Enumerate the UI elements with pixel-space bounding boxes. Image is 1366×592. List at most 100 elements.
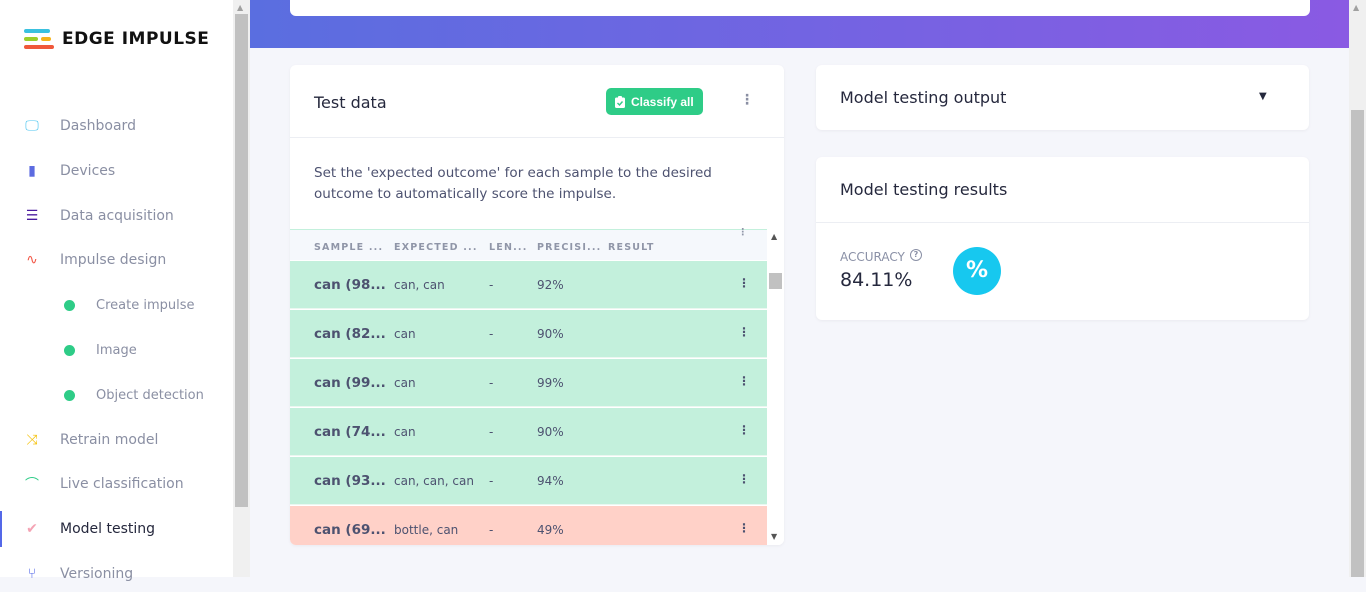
- test-data-card: Test data Classify all ⋮ Set the 'expect…: [290, 65, 784, 545]
- table-row[interactable]: can (99... can - 99% ⋮: [290, 359, 767, 407]
- cell-expected: can, can: [394, 278, 445, 292]
- dot-icon: [61, 387, 77, 403]
- column-expected[interactable]: EXPECTED ...: [394, 242, 478, 253]
- table-row[interactable]: can (69... bottle, can - 49% ⋮: [290, 506, 767, 545]
- table-scrollbar[interactable]: ▲ ▼: [767, 229, 784, 545]
- sidebar-item-image[interactable]: Image: [0, 332, 233, 368]
- accuracy-label: ACCURACY: [840, 250, 905, 264]
- sidebar-item-dashboard[interactable]: 🖵 Dashboard: [0, 108, 233, 144]
- clipboard-check-icon: [615, 95, 625, 108]
- sidebar-item-label: Model testing: [60, 521, 156, 537]
- cell-sample: can (98...: [314, 277, 386, 293]
- cell-sample: can (69...: [314, 522, 386, 538]
- card-menu-icon[interactable]: ⋮: [740, 92, 754, 108]
- logo[interactable]: EDGE IMPULSE: [24, 28, 209, 50]
- row-menu-icon[interactable]: ⋮: [738, 374, 750, 388]
- model-testing-output-title: Model testing output: [840, 88, 1007, 107]
- accuracy-value: 84.11%: [840, 269, 913, 291]
- brand-name: EDGE IMPULSE: [62, 29, 210, 49]
- sidebar-item-label: Live classification: [60, 476, 184, 492]
- row-menu-icon[interactable]: ⋮: [738, 521, 750, 535]
- cell-precision: 92%: [537, 278, 564, 292]
- shuffle-icon: ⤨: [26, 432, 38, 448]
- dot-icon: [61, 297, 77, 313]
- sidebar-item-versioning[interactable]: ⑂ Versioning: [0, 556, 233, 592]
- cell-length: -: [489, 376, 494, 390]
- sidebar-item-label: Retrain model: [60, 432, 159, 448]
- dot-icon: [61, 342, 77, 358]
- branch-icon: ⑂: [27, 566, 37, 582]
- row-menu-icon[interactable]: ⋮: [738, 423, 750, 437]
- test-data-title: Test data: [314, 93, 387, 112]
- monitor-icon: 🖵: [25, 118, 39, 134]
- sidebar-item-object-detection[interactable]: Object detection: [0, 377, 233, 413]
- sidebar-item-impulse-design[interactable]: ∿ Impulse design: [0, 242, 233, 278]
- cell-expected: can: [394, 376, 416, 390]
- sidebar-item-label: Data acquisition: [60, 208, 174, 224]
- cell-sample: can (74...: [314, 424, 386, 440]
- clipboard-check-icon: ✔: [26, 521, 38, 537]
- column-result[interactable]: RESULT: [608, 242, 655, 253]
- cell-sample: can (93...: [314, 473, 386, 489]
- table-row[interactable]: can (98... can, can - 92% ⋮: [290, 261, 767, 309]
- page-scrollbar[interactable]: ▲: [1349, 0, 1366, 577]
- chevron-down-icon[interactable]: ▼: [1259, 91, 1267, 102]
- cell-length: -: [489, 278, 494, 292]
- cell-expected: can, can, can: [394, 474, 474, 488]
- pulse-icon: ∿: [26, 252, 38, 268]
- cell-precision: 90%: [537, 425, 564, 439]
- table-row[interactable]: can (74... can - 90% ⋮: [290, 408, 767, 456]
- classify-all-button[interactable]: Classify all: [606, 88, 703, 115]
- curve-icon: ⌒: [25, 477, 39, 493]
- row-menu-icon[interactable]: ⋮: [738, 276, 750, 290]
- table-header: SAMPLE ... EXPECTED ... LEN... PRECISI..…: [290, 227, 767, 260]
- percent-icon: %: [953, 247, 1001, 295]
- column-menu-icon[interactable]: ⋮: [738, 227, 748, 238]
- column-length[interactable]: LEN...: [489, 242, 528, 253]
- cell-precision: 49%: [537, 523, 564, 537]
- cell-precision: 90%: [537, 327, 564, 341]
- table-row[interactable]: can (93... can, can, can - 94% ⋮: [290, 457, 767, 505]
- sidebar: EDGE IMPULSE 🖵 Dashboard ▮ Devices ☰ Data acq…: [0, 0, 233, 582]
- classify-all-label: Classify all: [631, 94, 694, 109]
- model-testing-results-title: Model testing results: [840, 180, 1008, 199]
- cell-precision: 99%: [537, 376, 564, 390]
- cell-sample: can (99...: [314, 375, 386, 391]
- cell-length: -: [489, 425, 494, 439]
- column-sample[interactable]: SAMPLE ...: [314, 242, 384, 253]
- sidebar-item-data-acquisition[interactable]: ☰ Data acquisition: [0, 198, 233, 234]
- sidebar-item-live-classification[interactable]: ⌒ Live classification: [0, 466, 233, 502]
- cell-expected: can: [394, 425, 416, 439]
- sidebar-scrollbar[interactable]: ▲: [233, 0, 250, 577]
- model-testing-results-card: Model testing results ACCURACY ? 84.11% …: [816, 157, 1309, 320]
- sidebar-item-label: Dashboard: [60, 118, 136, 134]
- model-testing-output-card[interactable]: Model testing output ▼: [816, 65, 1309, 130]
- top-card: [290, 0, 1310, 16]
- sidebar-item-create-impulse[interactable]: Create impulse: [0, 287, 233, 323]
- row-menu-icon[interactable]: ⋮: [738, 325, 750, 339]
- cell-expected: bottle, can: [394, 523, 459, 537]
- row-menu-icon[interactable]: ⋮: [738, 472, 750, 486]
- cell-expected: can: [394, 327, 416, 341]
- column-precision[interactable]: PRECISI...: [537, 242, 602, 253]
- help-icon[interactable]: ?: [910, 249, 922, 261]
- sidebar-item-label: Object detection: [96, 387, 204, 403]
- cell-length: -: [489, 523, 494, 537]
- cell-sample: can (82...: [314, 326, 386, 342]
- sidebar-item-retrain-model[interactable]: ⤨ Retrain model: [0, 422, 233, 458]
- cell-length: -: [489, 327, 494, 341]
- sidebar-item-model-testing[interactable]: ✔ Model testing: [0, 511, 233, 547]
- table-row[interactable]: can (82... can - 90% ⋮: [290, 310, 767, 358]
- cell-length: -: [489, 474, 494, 488]
- test-data-description: Set the 'expected outcome' for each samp…: [314, 165, 712, 202]
- sidebar-item-label: Versioning: [60, 566, 134, 582]
- edge-impulse-logo-icon: [24, 29, 54, 49]
- database-icon: ☰: [25, 208, 39, 224]
- sidebar-item-devices[interactable]: ▮ Devices: [0, 153, 233, 189]
- cell-precision: 94%: [537, 474, 564, 488]
- chip-icon: ▮: [28, 163, 36, 179]
- sidebar-item-label: Image: [96, 342, 137, 358]
- sidebar-item-label: Impulse design: [60, 252, 167, 268]
- sidebar-item-label: Create impulse: [96, 297, 195, 313]
- sidebar-item-label: Devices: [60, 163, 116, 179]
